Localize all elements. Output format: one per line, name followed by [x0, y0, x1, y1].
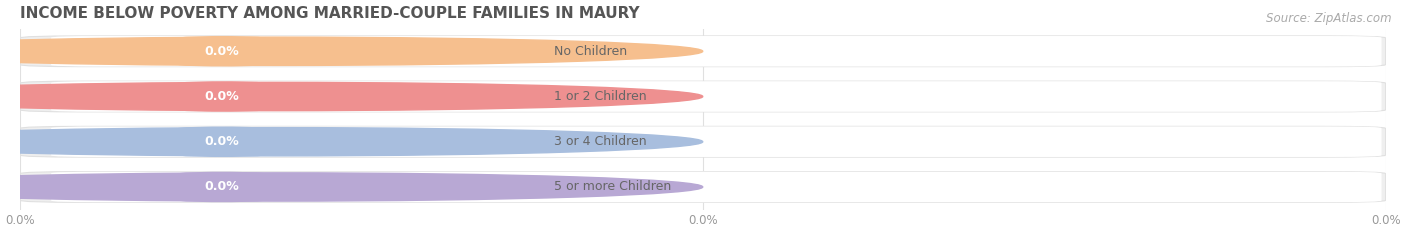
Text: 0.0%: 0.0% [204, 90, 239, 103]
Text: INCOME BELOW POVERTY AMONG MARRIED-COUPLE FAMILIES IN MAURY: INCOME BELOW POVERTY AMONG MARRIED-COUPL… [20, 6, 640, 21]
Text: No Children: No Children [554, 45, 627, 58]
Text: 3 or 4 Children: 3 or 4 Children [554, 135, 647, 148]
FancyBboxPatch shape [51, 36, 1382, 67]
Text: 5 or more Children: 5 or more Children [554, 181, 672, 193]
Text: 0.0%: 0.0% [204, 45, 239, 58]
Text: Source: ZipAtlas.com: Source: ZipAtlas.com [1267, 12, 1392, 25]
FancyBboxPatch shape [177, 36, 266, 67]
FancyBboxPatch shape [177, 171, 266, 202]
FancyBboxPatch shape [20, 81, 1386, 112]
FancyBboxPatch shape [177, 126, 266, 157]
Text: 1 or 2 Children: 1 or 2 Children [554, 90, 647, 103]
Text: 0.0%: 0.0% [204, 181, 239, 193]
Circle shape [0, 128, 703, 156]
FancyBboxPatch shape [20, 171, 1386, 202]
FancyBboxPatch shape [177, 81, 266, 112]
Circle shape [0, 82, 703, 111]
FancyBboxPatch shape [51, 81, 1382, 112]
FancyBboxPatch shape [20, 36, 1386, 67]
FancyBboxPatch shape [51, 172, 1382, 202]
Circle shape [0, 37, 703, 65]
Text: 0.0%: 0.0% [204, 135, 239, 148]
Circle shape [0, 173, 703, 201]
FancyBboxPatch shape [20, 126, 1386, 157]
FancyBboxPatch shape [51, 127, 1382, 157]
